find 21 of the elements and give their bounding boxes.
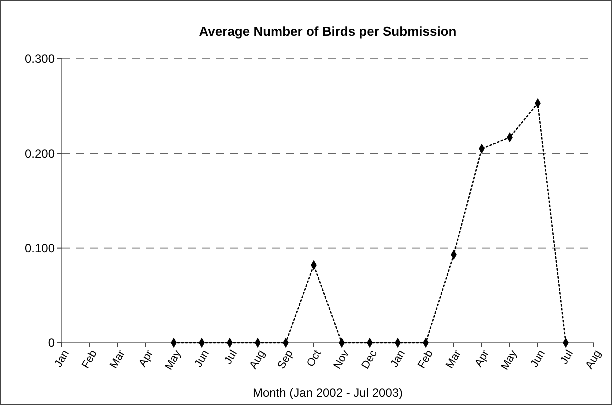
x-tick-label: Jun <box>192 348 212 370</box>
x-tick-label: Apr <box>472 348 492 370</box>
x-tick-label: Oct <box>304 348 324 370</box>
x-tick-label: Jan <box>52 348 72 370</box>
x-tick-label: Mar <box>444 348 464 371</box>
x-tick-label: Jul <box>558 348 576 367</box>
x-tick-label: Jan <box>388 348 408 370</box>
x-tick-label: Jun <box>528 348 548 370</box>
x-tick-label: Feb <box>416 348 436 371</box>
x-tick-label: Sep <box>276 348 296 372</box>
x-tick-label: Feb <box>80 348 100 371</box>
chart-title: Average Number of Birds per Submission <box>199 24 457 39</box>
y-tick-label: 0.300 <box>24 52 56 66</box>
x-tick-label: Dec <box>360 348 380 372</box>
y-tick-label: 0.100 <box>24 242 56 256</box>
y-tick-label: 0.200 <box>24 146 56 161</box>
x-axis-title: Month (Jan 2002 - Jul 2003) <box>252 386 404 400</box>
x-tick-label: Mar <box>108 348 128 371</box>
x-tick-label: Jul <box>222 348 240 367</box>
x-tick-label: Apr <box>136 348 156 370</box>
y-tick-label: 0 <box>48 336 56 350</box>
